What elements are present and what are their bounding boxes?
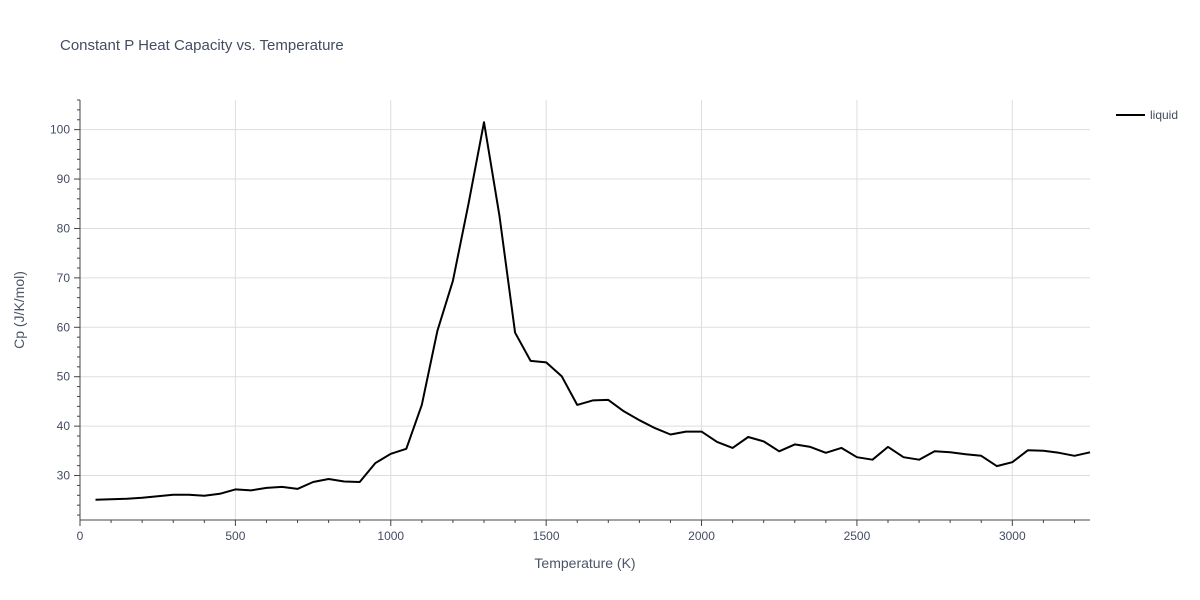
- y-tick-label: 100: [50, 123, 70, 137]
- x-tick-label: 1000: [377, 529, 404, 543]
- legend-label-liquid: liquid: [1150, 108, 1178, 122]
- x-tick-label: 2000: [688, 529, 715, 543]
- y-tick-label: 40: [57, 419, 71, 433]
- series-line-liquid: [95, 121, 1091, 501]
- y-tick-label: 80: [57, 221, 71, 235]
- x-tick-label: 3000: [999, 529, 1026, 543]
- y-tick-label: 70: [57, 271, 71, 285]
- series-layer: [95, 121, 1091, 501]
- y-tick-label: 90: [57, 172, 71, 186]
- y-axis-title: Cp (J/K/mol): [11, 271, 27, 349]
- grid-layer: [79, 100, 1090, 520]
- chart-title: Constant P Heat Capacity vs. Temperature: [60, 37, 344, 54]
- x-tick-label: 500: [225, 529, 245, 543]
- x-tick-label: 2500: [844, 529, 871, 543]
- axes-layer: 0 500 1000 1500 2000 2500 3000 30 40 50 60 70 80 90 10…: [50, 99, 1090, 543]
- legend[interactable]: liquid: [1116, 108, 1178, 122]
- x-axis-title: Temperature (K): [534, 555, 635, 571]
- y-tick-label: 50: [57, 370, 71, 384]
- x-tick-label: 1500: [533, 529, 560, 543]
- y-tick-label: 60: [57, 320, 71, 334]
- y-tick-label: 30: [57, 469, 71, 483]
- x-tick-label: 0: [77, 529, 84, 543]
